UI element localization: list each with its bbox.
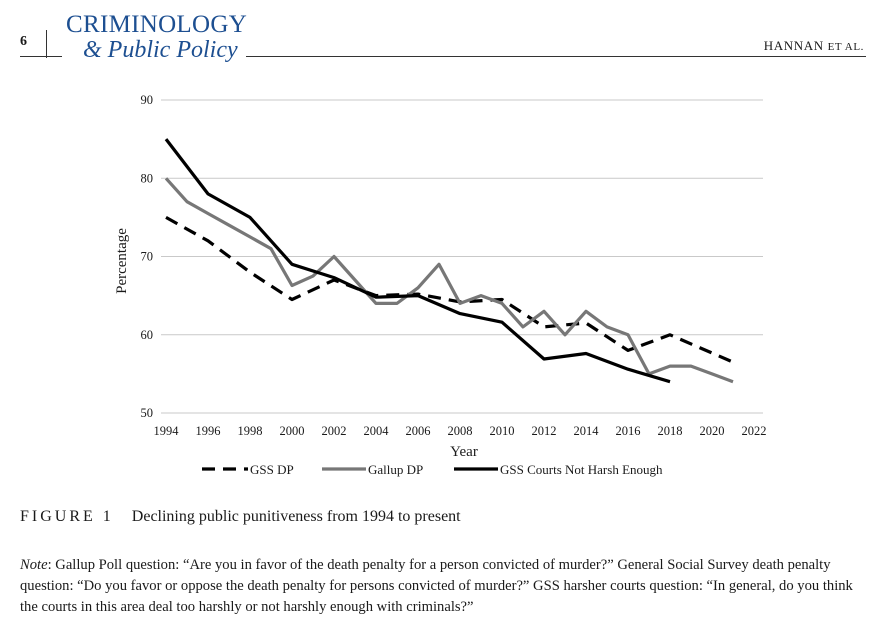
- x-tick-label: 2010: [490, 424, 515, 438]
- y-tick-label: 60: [141, 328, 154, 342]
- x-tick-label: 1996: [196, 424, 221, 438]
- y-tick-labels: 50 60 70 80 90: [141, 93, 154, 420]
- x-tick-label: 2008: [448, 424, 473, 438]
- authors-suffix: ET AL.: [827, 41, 864, 53]
- x-tick-label: 2018: [658, 424, 683, 438]
- figure-note: Note: Gallup Poll question: “Are you in …: [20, 555, 866, 618]
- series-line-gss-dp: [165, 216, 734, 364]
- series-line-gallup-dp: [164, 177, 734, 384]
- x-tick-label: 2020: [700, 424, 725, 438]
- note-text: : Gallup Poll question: “Are you in favo…: [20, 557, 853, 615]
- journal-title-line2: & Public Policy: [83, 37, 238, 63]
- x-tick-label: 1998: [238, 424, 263, 438]
- y-tick-label: 50: [141, 406, 154, 420]
- x-tick-label: 2012: [532, 424, 557, 438]
- header-rule-left: [20, 56, 62, 57]
- legend-label: GSS DP: [250, 462, 294, 477]
- y-tick-label: 70: [141, 250, 154, 264]
- x-tick-label: 2006: [406, 424, 431, 438]
- page-number: 6: [20, 34, 27, 49]
- figure-caption: FIGURE 1 Declining public punitiveness fr…: [20, 508, 461, 526]
- y-tick-label: 90: [141, 93, 154, 107]
- x-tick-label: 2014: [574, 424, 600, 438]
- x-tick-label: 1994: [154, 424, 180, 438]
- x-tick-label: 2000: [280, 424, 305, 438]
- x-tick-label: 2016: [616, 424, 641, 438]
- figure-label: FIGURE 1: [20, 508, 114, 525]
- header-divider: [46, 30, 47, 58]
- journal-title-line1: CRIMINOLOGY: [66, 11, 248, 38]
- header-rule-right: [246, 56, 866, 57]
- y-tick-label: 80: [141, 171, 154, 185]
- series-line-gss-courts-not-harsh-enough: [164, 138, 671, 384]
- authors-main: HANNAN: [763, 38, 824, 53]
- x-axis-label: Year: [450, 444, 478, 460]
- running-head-authors: HANNAN ET AL.: [764, 38, 864, 54]
- legend-label: Gallup DP: [368, 462, 423, 477]
- grid-lines: [161, 99, 763, 414]
- x-tick-label: 2002: [322, 424, 347, 438]
- figure-caption-text: Declining public punitiveness from 1994 …: [131, 508, 461, 525]
- series-lines: [164, 138, 734, 384]
- x-tick-label: 2022: [742, 424, 767, 438]
- line-chart: 50 60 70 80 90 1994 1996 1998 2000 2002 2004 2006 2…: [114, 93, 767, 477]
- legend: GSS DP Gallup DP GSS Courts Not Harsh Enou…: [202, 462, 663, 477]
- legend-label: GSS Courts Not Harsh Enough: [500, 462, 663, 477]
- y-axis-label: Percentage: [114, 228, 130, 294]
- x-tick-label: 2004: [364, 424, 390, 438]
- x-tick-labels: 1994 1996 1998 2000 2002 2004 2006 2008 2010 2012…: [154, 424, 767, 438]
- note-label: Note: [20, 557, 48, 573]
- journal-logo: CRIMINOLOGY & Public Policy: [66, 12, 247, 62]
